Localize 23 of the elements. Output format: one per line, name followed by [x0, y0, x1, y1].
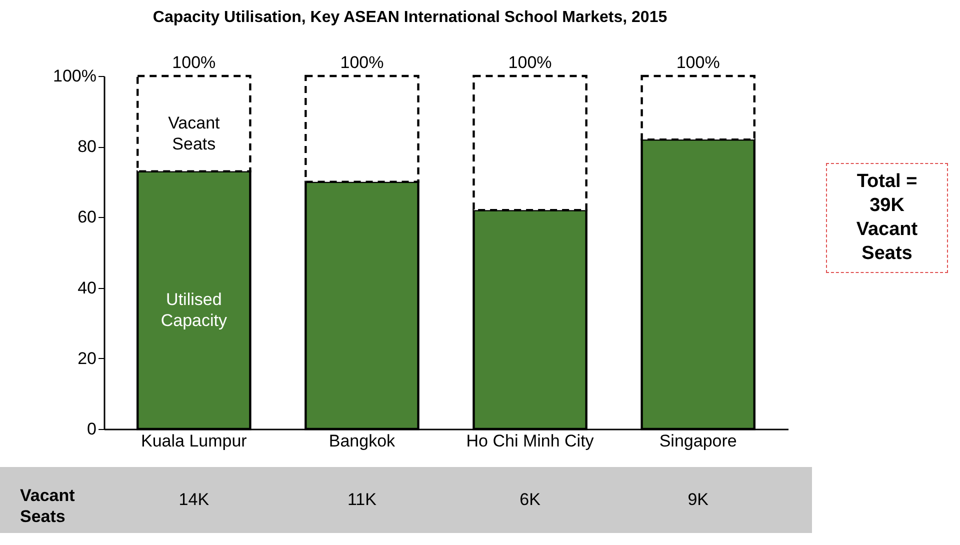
text: Total = 39K Vacant Seats [826, 163, 948, 273]
x-tick-label: Ho Chi Minh City [466, 432, 594, 450]
text: 14K [178, 490, 210, 509]
text: 9K [688, 490, 710, 509]
y-tick-label: 80 [78, 137, 96, 156]
text: 6K [520, 490, 542, 509]
y-tick-label: 60 [78, 208, 96, 227]
total-label: 100% [676, 53, 720, 72]
series-label: Vacant Seats [168, 114, 220, 154]
text: Vacant Seats [20, 485, 76, 527]
x-tick-label: Singapore [659, 432, 737, 450]
total-label: 100% [172, 53, 216, 72]
y-tick-label: 40 [78, 278, 96, 298]
series-label: Utilised Capacity [160, 290, 228, 330]
y-tick-label: 0 [87, 420, 96, 438]
x-tick-label: Kuala Lumpur [140, 432, 248, 450]
text: 11K [347, 490, 378, 509]
chart-title: Capacity Utilisation, Key ASEAN International School Markets, 2015 [152, 9, 668, 27]
y-tick-label: 20 [78, 348, 96, 368]
y-tick-label: 100% [53, 66, 96, 86]
total-label: 100% [340, 53, 384, 72]
x-tick-label: Bangkok [328, 432, 396, 450]
total-label: 100% [508, 53, 552, 72]
